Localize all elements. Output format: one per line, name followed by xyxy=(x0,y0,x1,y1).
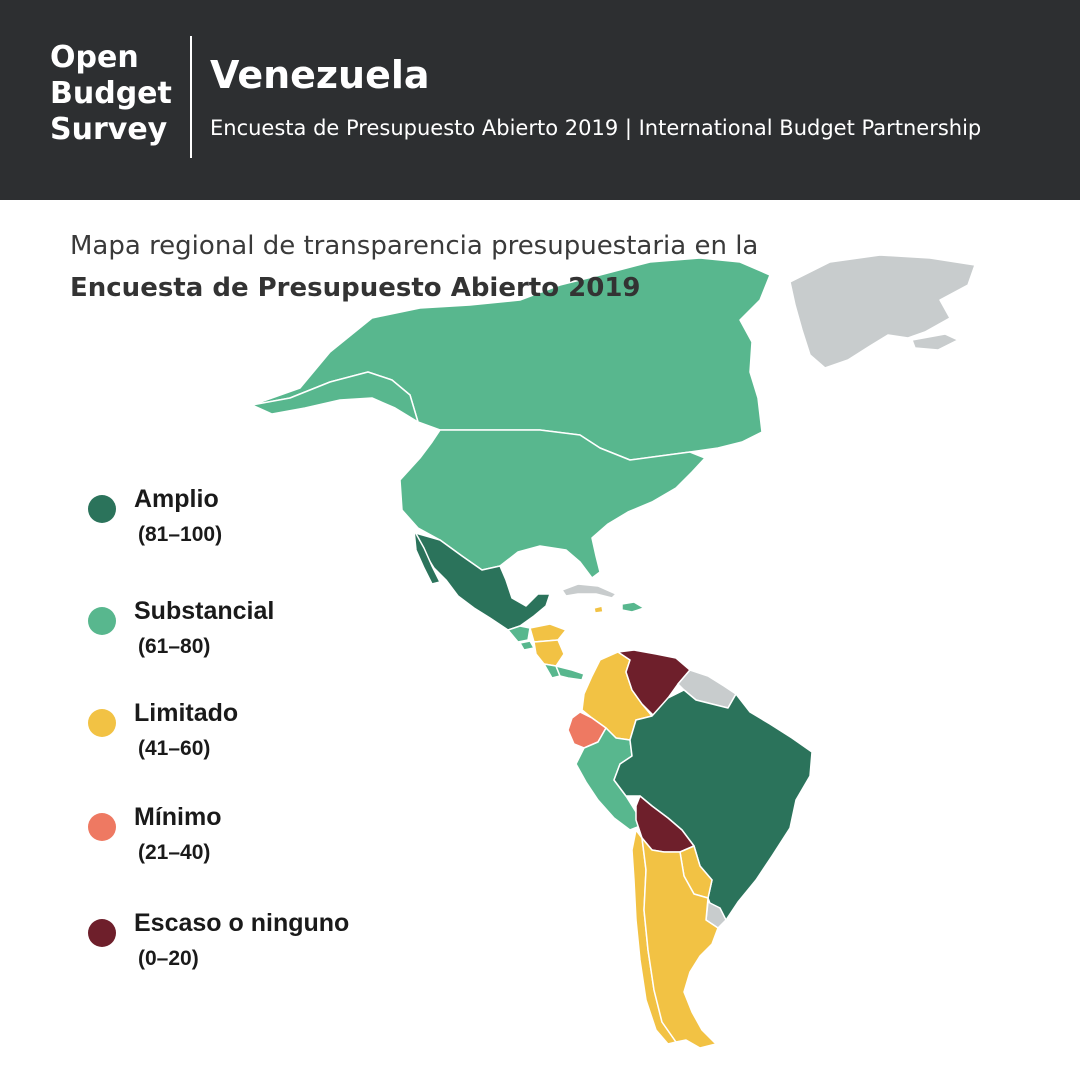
region-alaska xyxy=(251,371,419,423)
legend-item-limitado: Limitado (41–60) xyxy=(88,698,388,778)
map-title-line-2: Encuesta de Presupuesto Abierto 2019 xyxy=(70,273,641,303)
header-bar: Open Budget Survey Venezuela Encuesta de… xyxy=(0,0,1080,200)
region-baja-california xyxy=(413,529,441,585)
header-divider xyxy=(190,36,192,158)
legend-range-minimo: (21–40) xyxy=(138,841,211,864)
legend-label-substancial: Substancial xyxy=(134,597,275,625)
region-caribbean-islet xyxy=(593,605,604,614)
region-cuba xyxy=(561,583,617,599)
logo-line-1: Open xyxy=(50,40,139,75)
legend-item-substancial: Substancial (61–80) xyxy=(88,596,388,676)
legend-item-escaso-o-ninguno: Escaso o ninguno (0–20) xyxy=(88,908,388,988)
country-title: Venezuela xyxy=(210,53,430,97)
legend-range-escaso-o-ninguno: (0–20) xyxy=(138,947,199,970)
region-panama xyxy=(555,665,585,681)
legend-label-escaso-o-ninguno: Escaso o ninguno xyxy=(134,909,350,937)
legend-item-amplio: Amplio (81–100) xyxy=(88,484,388,564)
region-honduras xyxy=(529,623,567,643)
legend-range-substancial: (61–80) xyxy=(138,635,211,658)
region-mexico xyxy=(411,531,551,631)
region-united-states xyxy=(399,429,706,579)
open-budget-survey-logo: Open Budget Survey xyxy=(50,40,172,148)
logo-line-2: Budget xyxy=(50,76,172,111)
region-el-salvador xyxy=(519,640,535,651)
map-title-line-1: Mapa regional de transparencia presupues… xyxy=(70,231,759,261)
region-greenland-islet xyxy=(911,333,959,351)
region-argentina xyxy=(641,837,719,1049)
legend-dot-amplio xyxy=(88,495,116,523)
legend-dot-substancial xyxy=(88,607,116,635)
legend-label-amplio: Amplio xyxy=(134,485,219,513)
region-guatemala xyxy=(507,625,531,643)
header-subtitle: Encuesta de Presupuesto Abierto 2019 | I… xyxy=(210,116,982,140)
region-brazil xyxy=(613,689,813,921)
legend-dot-minimo xyxy=(88,813,116,841)
region-greenland xyxy=(789,254,976,369)
region-dominican-republic xyxy=(621,601,645,613)
legend-label-limitado: Limitado xyxy=(134,699,239,727)
legend-dot-limitado xyxy=(88,709,116,737)
legend-item-minimo: Mínimo (21–40) xyxy=(88,802,388,882)
legend-label-minimo: Mínimo xyxy=(134,803,222,831)
legend-dot-escaso-o-ninguno xyxy=(88,919,116,947)
legend-range-amplio: (81–100) xyxy=(138,523,223,546)
logo-line-3: Survey xyxy=(50,112,168,147)
legend-range-limitado: (41–60) xyxy=(138,737,211,760)
region-nicaragua xyxy=(533,639,565,667)
